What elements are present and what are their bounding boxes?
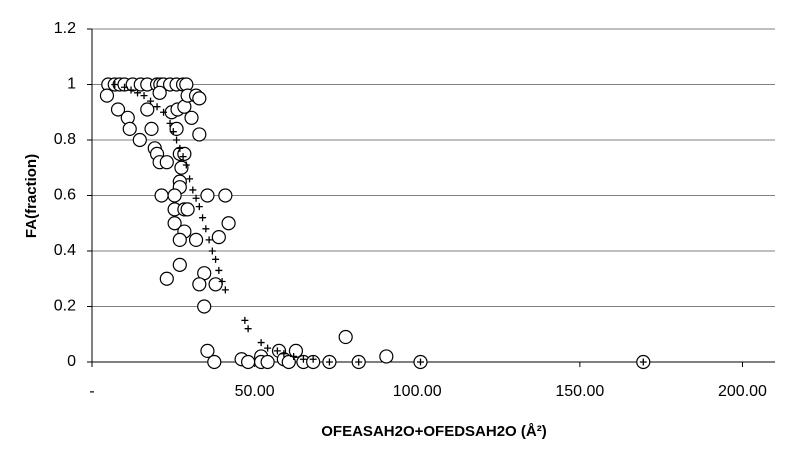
point	[186, 175, 194, 183]
point	[154, 188, 169, 203]
y-tick-label: 1	[67, 76, 76, 93]
point	[639, 358, 647, 366]
point	[208, 277, 223, 292]
point	[207, 354, 222, 370]
point	[121, 83, 129, 91]
point	[200, 343, 215, 358]
y-tick-label: 0.6	[54, 187, 76, 204]
point	[144, 121, 159, 136]
point	[288, 343, 304, 358]
point	[199, 214, 207, 222]
point	[111, 81, 119, 88]
point	[188, 232, 204, 247]
point	[215, 266, 223, 274]
x-tick-label: 150.00	[555, 383, 604, 400]
point	[212, 255, 220, 263]
y-tick-label: 0	[67, 353, 76, 370]
point	[221, 286, 229, 294]
point	[309, 355, 317, 363]
point	[169, 121, 184, 136]
point	[280, 350, 288, 358]
point	[153, 103, 161, 111]
point	[244, 325, 252, 333]
point	[182, 161, 190, 169]
point	[192, 91, 207, 106]
point	[167, 216, 182, 231]
point	[166, 119, 174, 127]
point	[159, 271, 174, 286]
y-tick-label: 0.8	[54, 131, 76, 148]
point	[325, 358, 333, 366]
point	[257, 339, 265, 347]
point	[200, 188, 215, 203]
point	[147, 97, 155, 105]
point	[260, 354, 275, 370]
point	[416, 358, 424, 366]
point	[208, 247, 216, 255]
point	[180, 202, 195, 217]
point	[290, 352, 298, 360]
point	[264, 344, 272, 352]
point	[355, 358, 363, 366]
point	[205, 236, 213, 244]
y-tick-label: 1.2	[54, 20, 76, 37]
point	[241, 316, 249, 324]
point	[211, 230, 226, 245]
point	[192, 277, 207, 292]
x-tick-label: 50.00	[235, 383, 275, 400]
point	[159, 155, 174, 170]
x-tick-label: -	[89, 383, 94, 400]
point	[122, 121, 137, 136]
point	[192, 127, 207, 142]
point	[173, 136, 181, 144]
point	[218, 278, 226, 286]
point	[218, 188, 233, 203]
point	[99, 88, 115, 103]
point	[179, 153, 187, 161]
point	[110, 102, 126, 117]
x-tick-label: 100.00	[393, 383, 442, 400]
point	[184, 110, 199, 125]
point	[176, 144, 184, 152]
point	[197, 299, 212, 314]
point	[172, 257, 187, 272]
point	[273, 347, 281, 355]
x-axis-title: OFEASAH2O+OFEDSAH2O (Å²)	[321, 423, 546, 440]
point	[127, 86, 135, 94]
point	[338, 329, 353, 345]
point	[169, 128, 177, 136]
point	[172, 232, 187, 247]
point	[140, 92, 148, 100]
point	[189, 186, 197, 194]
point	[221, 216, 236, 231]
point	[192, 194, 200, 202]
point	[281, 354, 296, 370]
point	[299, 355, 307, 363]
point	[241, 354, 256, 370]
point	[152, 85, 167, 100]
point	[132, 132, 147, 148]
point	[202, 225, 210, 233]
y-tick-label: 0.2	[54, 298, 76, 315]
y-tick-label: 0.4	[54, 242, 76, 259]
x-tick-label: 200.00	[718, 383, 767, 400]
point	[167, 188, 182, 203]
point	[195, 203, 203, 211]
point	[134, 89, 142, 97]
y-axis-title: FA(fraction)	[23, 154, 40, 238]
point	[140, 102, 155, 117]
point	[160, 108, 168, 116]
point	[379, 349, 394, 364]
